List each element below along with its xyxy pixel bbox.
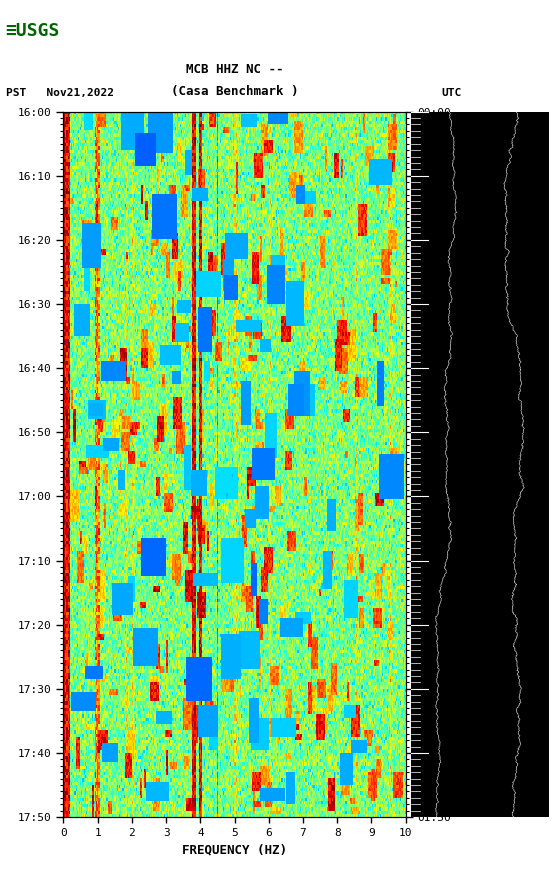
- Text: ≡USGS: ≡USGS: [6, 22, 60, 40]
- Text: MCB HHZ NC --: MCB HHZ NC --: [186, 63, 283, 76]
- Text: (Casa Benchmark ): (Casa Benchmark ): [171, 85, 298, 98]
- Text: UTC: UTC: [442, 88, 462, 98]
- Text: PST   Nov21,2022: PST Nov21,2022: [6, 88, 114, 98]
- X-axis label: FREQUENCY (HZ): FREQUENCY (HZ): [182, 843, 287, 856]
